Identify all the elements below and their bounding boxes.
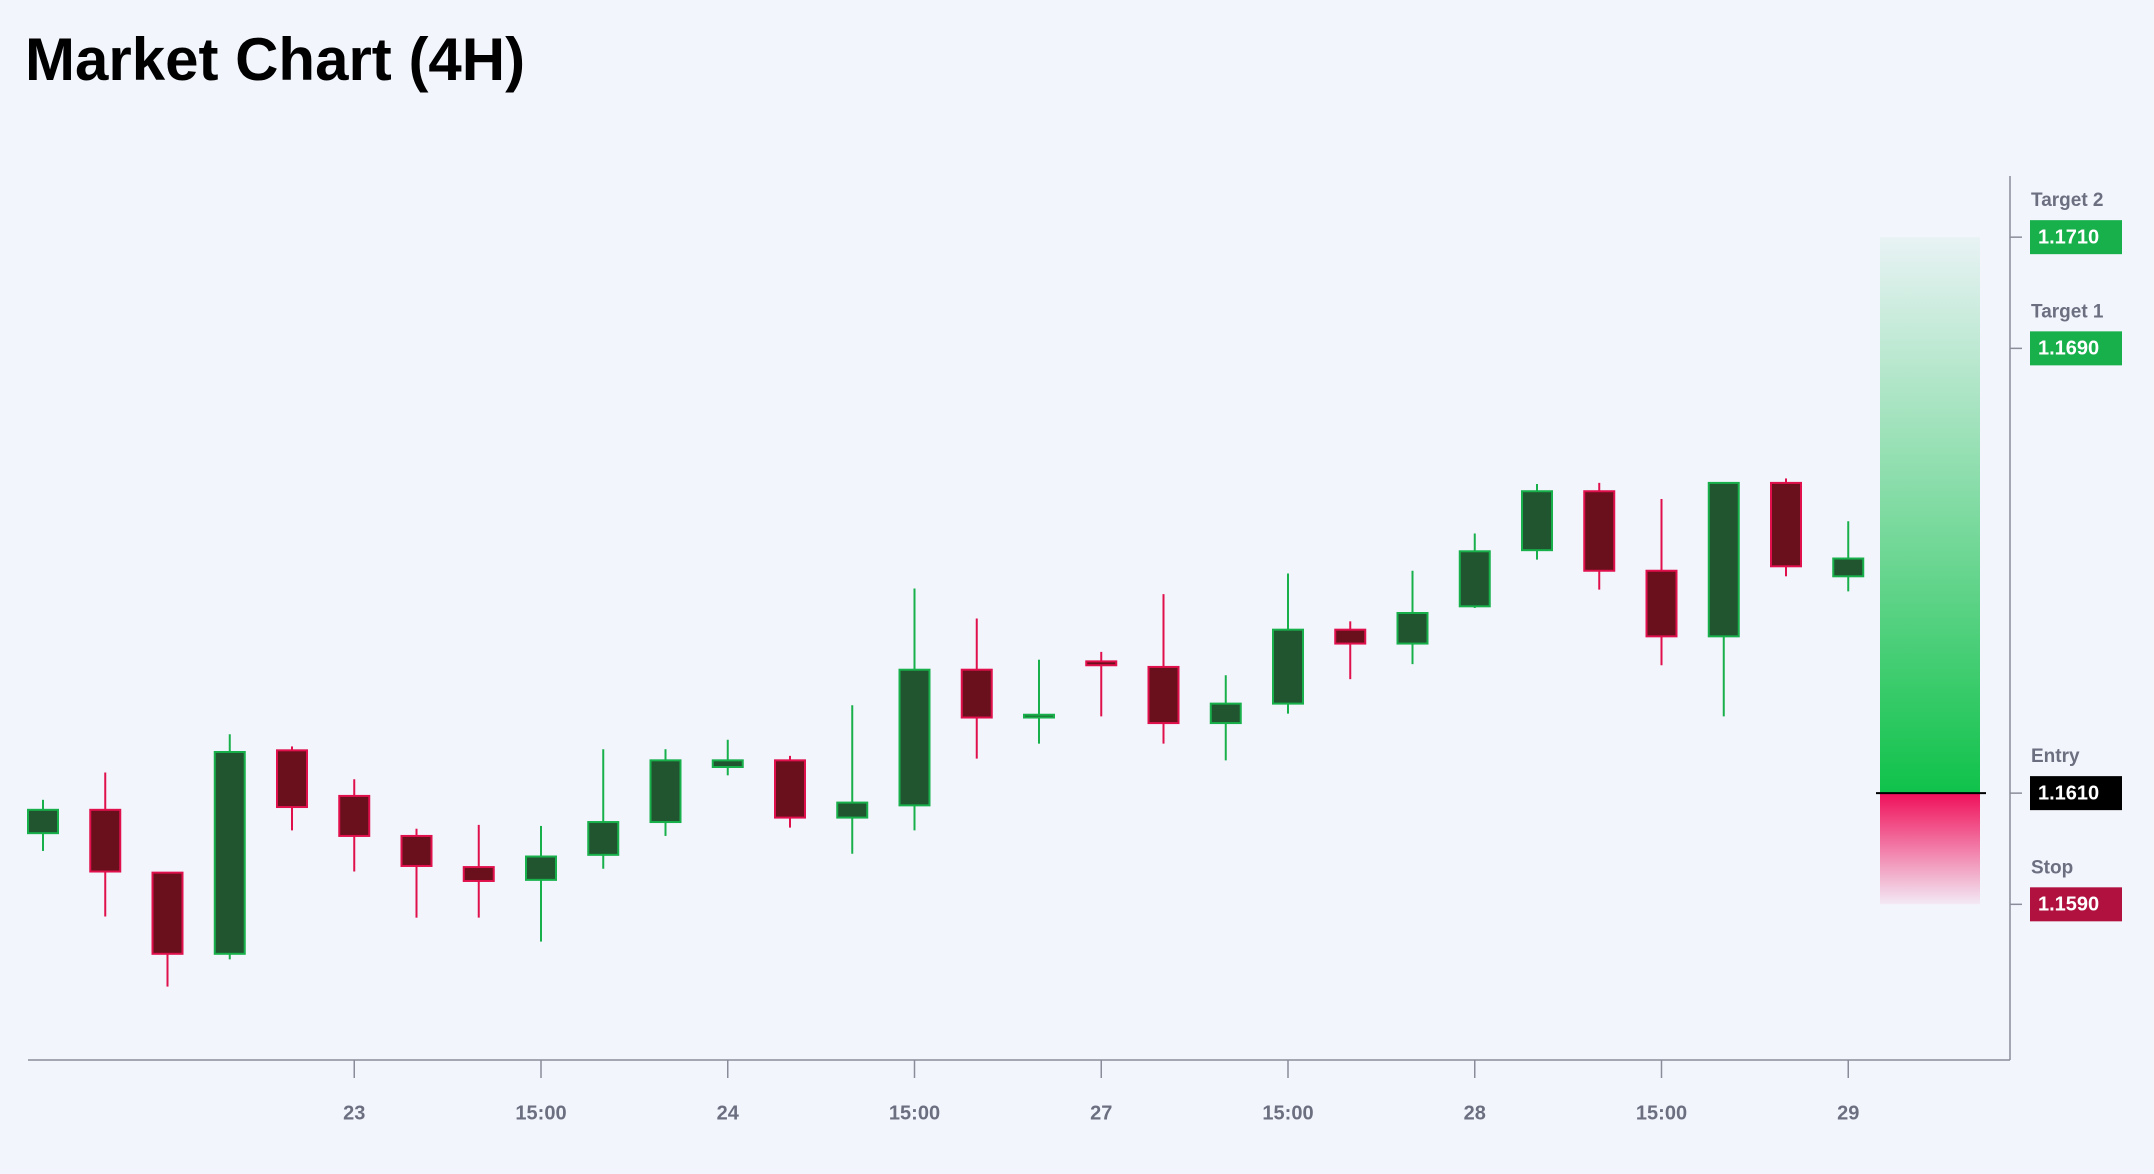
level-value: 1.1690 xyxy=(2038,338,2099,360)
level-badge xyxy=(2030,331,2122,366)
level-name: Target 2 xyxy=(2031,190,2104,211)
candle-body xyxy=(1583,490,1616,572)
candle-body xyxy=(338,794,371,837)
level-value: 1.1610 xyxy=(2038,782,2099,804)
candle-body xyxy=(400,834,433,867)
x-tick-label: 15:00 xyxy=(889,1102,940,1124)
x-tick-label: 15:00 xyxy=(1636,1102,1687,1124)
candle-body xyxy=(1832,557,1865,578)
candle-body xyxy=(276,749,308,809)
candle-body xyxy=(1147,665,1180,725)
candle-body xyxy=(151,871,184,955)
level-value: 1.1710 xyxy=(2038,226,2099,248)
x-tick-label: 28 xyxy=(1464,1102,1486,1124)
candle-body xyxy=(1521,490,1553,552)
candle-body xyxy=(1209,702,1242,725)
candle-body xyxy=(836,801,869,819)
candle-body xyxy=(525,855,557,881)
candle-body xyxy=(1272,628,1304,705)
candle-body xyxy=(649,759,682,824)
level-name: Stop xyxy=(2031,857,2073,878)
candle-body xyxy=(898,668,931,807)
level-badge xyxy=(2030,776,2122,811)
risk-zone xyxy=(1880,793,1980,905)
candle-body xyxy=(1770,481,1802,568)
candle-body xyxy=(1334,628,1367,645)
candle-body xyxy=(960,668,993,719)
candle-body xyxy=(774,759,806,819)
x-tick-label: 15:00 xyxy=(515,1102,566,1124)
reward-zone xyxy=(1880,237,1980,794)
level-name: Target 1 xyxy=(2031,301,2104,322)
x-tick-label: 27 xyxy=(1090,1102,1112,1124)
level-badge xyxy=(2030,887,2122,922)
x-tick-label: 23 xyxy=(343,1102,365,1124)
candle-body xyxy=(1085,660,1118,667)
x-tick-label: 15:00 xyxy=(1262,1102,1313,1124)
candle-body xyxy=(711,759,744,769)
candle-body xyxy=(213,750,246,955)
x-tick-label: 29 xyxy=(1837,1102,1859,1124)
candle-body xyxy=(1396,611,1429,645)
candle-body xyxy=(587,821,620,856)
candle-body xyxy=(462,866,495,882)
x-tick-label: 24 xyxy=(717,1102,740,1124)
candle-body xyxy=(1645,569,1678,638)
candle-body xyxy=(1458,550,1491,608)
level-value: 1.1590 xyxy=(2038,894,2099,916)
chart-title: Market Chart (4H) xyxy=(25,26,525,93)
level-name: Entry xyxy=(2031,746,2080,767)
level-badge xyxy=(2030,220,2122,255)
candle-body xyxy=(27,808,59,835)
candle-body xyxy=(1023,713,1055,719)
candle-body xyxy=(89,808,122,873)
candle-body xyxy=(1707,481,1740,638)
